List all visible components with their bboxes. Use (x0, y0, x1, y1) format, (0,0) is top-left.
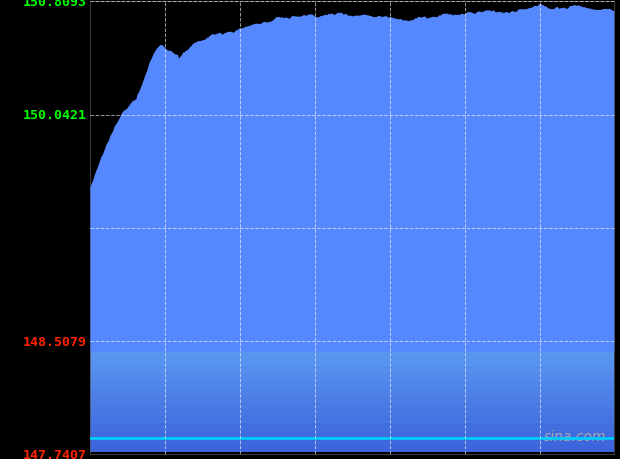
Text: 150.0421: 150.0421 (23, 109, 87, 122)
Text: 147.7407: 147.7407 (23, 448, 87, 459)
Text: sina.com: sina.com (544, 429, 606, 443)
Text: 150.8093: 150.8093 (23, 0, 87, 9)
Text: 148.5079: 148.5079 (23, 335, 87, 348)
